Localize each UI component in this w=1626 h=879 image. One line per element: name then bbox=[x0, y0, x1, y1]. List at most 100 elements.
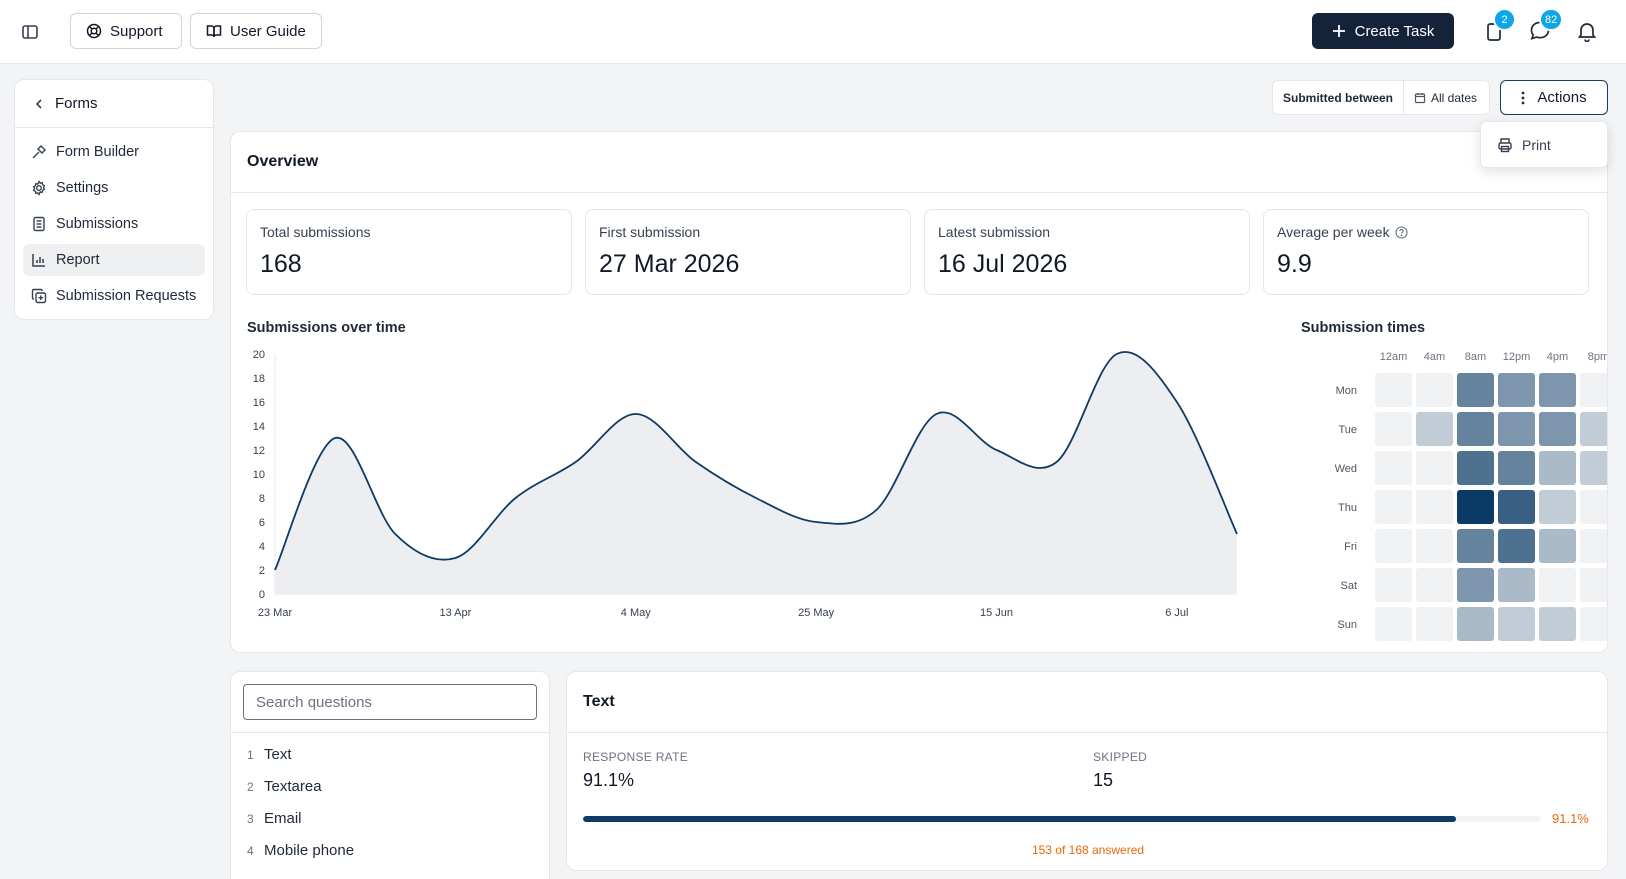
heatmap-cell bbox=[1416, 451, 1453, 485]
question-item[interactable]: 4 Mobile phone bbox=[247, 842, 354, 859]
area-fill bbox=[275, 351, 1237, 594]
heatmap-cell bbox=[1416, 490, 1453, 524]
help-circle-icon[interactable] bbox=[1395, 225, 1408, 239]
heatmap-row-label: Tue bbox=[1338, 424, 1357, 436]
heatmap-cell bbox=[1375, 490, 1412, 524]
question-number: 4 bbox=[247, 843, 254, 858]
response-progress-percent: 91.1% bbox=[1552, 811, 1589, 826]
sidebar-item-label: Form Builder bbox=[56, 144, 139, 160]
heatmap-cell bbox=[1539, 529, 1576, 563]
y-tick-label: 16 bbox=[253, 397, 265, 409]
heatmap-cell bbox=[1498, 568, 1535, 602]
heatmap-cell bbox=[1580, 568, 1607, 602]
user-guide-label: User Guide bbox=[230, 22, 306, 40]
heatmap-cell bbox=[1416, 529, 1453, 563]
heatmap-cell bbox=[1539, 412, 1576, 446]
document-icon bbox=[33, 216, 45, 232]
heatmap-cell bbox=[1457, 490, 1494, 524]
submission-times-heatmap: 12am 4am 8am 12pm 4pm 8pm Mon Tue Wed Thu Fri Sat Su… bbox=[1335, 351, 1607, 641]
user-guide-button[interactable]: User Guide bbox=[190, 13, 322, 49]
more-vertical-icon bbox=[1521, 91, 1525, 104]
heatmap-row-label: Wed bbox=[1335, 463, 1357, 475]
heatmap-cell bbox=[1580, 607, 1607, 641]
response-rate-value: 91.1% bbox=[583, 770, 635, 790]
back-to-forms-link[interactable]: Forms bbox=[15, 80, 213, 128]
y-tick-label: 20 bbox=[253, 349, 265, 361]
question-label: Email bbox=[264, 810, 302, 827]
messages-button[interactable]: 82 bbox=[1525, 8, 1564, 46]
y-tick-label: 10 bbox=[253, 469, 265, 481]
question-item[interactable]: 2 Textarea bbox=[247, 778, 322, 795]
heatmap-title: Submission times bbox=[1301, 320, 1426, 336]
stat-title: Total submissions bbox=[260, 224, 371, 240]
heatmap-cell bbox=[1580, 529, 1607, 563]
sidebar-toggle-icon[interactable] bbox=[16, 18, 44, 46]
question-item[interactable]: 3 Email bbox=[247, 810, 302, 827]
messages-badge: 82 bbox=[1539, 8, 1564, 31]
response-progress-bar bbox=[583, 816, 1541, 822]
heatmap-cell bbox=[1580, 451, 1607, 485]
actions-label: Actions bbox=[1537, 89, 1587, 106]
x-tick-label: 4 May bbox=[621, 607, 651, 619]
sidebar-item-form-builder[interactable]: Form Builder bbox=[23, 136, 205, 168]
create-task-button[interactable]: Create Task bbox=[1312, 13, 1454, 49]
y-tick-label: 4 bbox=[259, 541, 265, 553]
y-tick-label: 8 bbox=[259, 493, 265, 505]
stat-title: Latest submission bbox=[938, 224, 1051, 240]
heatmap-column-label: 12pm bbox=[1503, 351, 1531, 363]
sidebar-item-label: Settings bbox=[56, 180, 109, 196]
y-tick-label: 14 bbox=[253, 421, 265, 433]
calendar-icon bbox=[1414, 92, 1426, 103]
copy-plus-icon bbox=[31, 288, 47, 304]
response-progress-fill bbox=[583, 816, 1456, 822]
heatmap-column-label: 4am bbox=[1424, 351, 1445, 363]
heatmap-row-label: Thu bbox=[1338, 502, 1357, 514]
top-bar: Support User Guide Create Task 2 82 bbox=[0, 0, 1626, 64]
question-detail-title: Text bbox=[567, 672, 1607, 733]
heatmap-cell bbox=[1539, 568, 1576, 602]
tasks-button[interactable]: 2 bbox=[1479, 8, 1516, 46]
stat-title: Average per week bbox=[1277, 224, 1390, 240]
actions-button[interactable]: Actions bbox=[1500, 80, 1608, 115]
create-task-label: Create Task bbox=[1354, 22, 1435, 40]
sidebar-item-report[interactable]: Report bbox=[23, 244, 205, 276]
question-label: Textarea bbox=[264, 778, 322, 795]
search-questions-input[interactable] bbox=[243, 684, 537, 720]
answered-count: 153 of 168 answered bbox=[1031, 843, 1145, 857]
plus-icon bbox=[1332, 25, 1345, 37]
stat-value: 16 Jul 2026 bbox=[938, 250, 1068, 278]
date-filter-value: All dates bbox=[1431, 90, 1478, 105]
book-open-icon bbox=[206, 25, 222, 38]
menu-item-print[interactable]: Print bbox=[1480, 121, 1608, 168]
question-label: Mobile phone bbox=[264, 842, 355, 859]
sidebar-item-settings[interactable]: Settings bbox=[23, 172, 205, 204]
question-number: 1 bbox=[247, 747, 254, 762]
stat-average-per-week: Average per week 9.9 bbox=[1263, 209, 1589, 295]
series-line bbox=[274, 351, 1238, 571]
printer-icon bbox=[1498, 137, 1512, 152]
bar-chart-icon bbox=[32, 254, 45, 267]
heatmap-cell bbox=[1580, 490, 1607, 524]
sidebar-item-submissions[interactable]: Submissions bbox=[23, 208, 205, 240]
heatmap-cell bbox=[1375, 373, 1412, 407]
submissions-line-chart: 0 2 4 6 8 10 12 14 16 18 20 23 Mar 13 Apr 4 May 25 May… bbox=[253, 349, 1238, 619]
sidebar-item-submission-requests[interactable]: Submission Requests bbox=[23, 280, 205, 312]
stat-value: 9.9 bbox=[1277, 250, 1312, 278]
date-filter-select[interactable]: All dates bbox=[1404, 91, 1487, 105]
notifications-button[interactable] bbox=[1572, 16, 1602, 46]
support-button[interactable]: Support bbox=[70, 13, 182, 49]
heatmap-cell bbox=[1457, 412, 1494, 446]
heatmap-cell bbox=[1457, 607, 1494, 641]
skipped-value: 15 bbox=[1093, 770, 1114, 790]
heatmap-cell bbox=[1498, 607, 1535, 641]
heatmap-cell bbox=[1416, 568, 1453, 602]
print-label: Print bbox=[1522, 136, 1551, 153]
x-tick-label: 23 Mar bbox=[258, 607, 293, 619]
y-tick-label: 2 bbox=[259, 565, 265, 577]
question-item[interactable]: 1 Text bbox=[247, 746, 292, 763]
heatmap-cell bbox=[1416, 373, 1453, 407]
heatmap-cell bbox=[1457, 568, 1494, 602]
bell-icon bbox=[1577, 23, 1597, 42]
date-filter-label: Submitted between bbox=[1273, 81, 1405, 114]
sidebar-item-label: Report bbox=[56, 252, 100, 268]
